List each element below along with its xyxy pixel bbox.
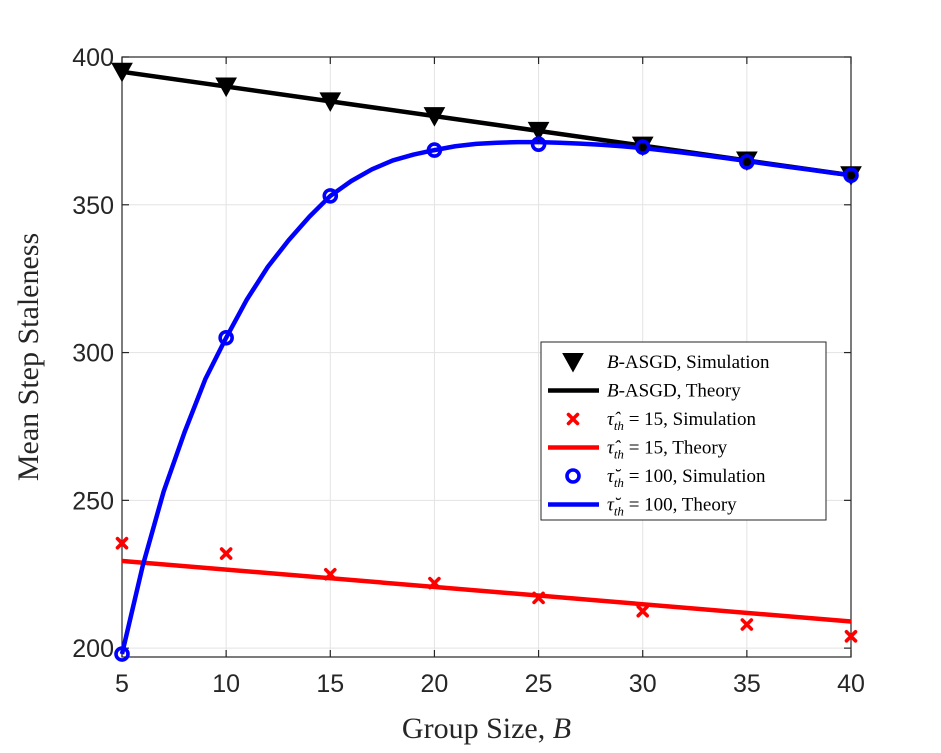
series-line xyxy=(119,139,852,655)
x-tick-label: 25 xyxy=(525,670,553,698)
legend-label: τ̆th = 100, Theory xyxy=(607,495,737,519)
x-tick-label: 35 xyxy=(733,670,761,698)
legend-entry: B-ASGD, Simulation xyxy=(562,352,770,373)
axis-ticks: 5 10 15 20 25 30 35 40 200 250 300 350 400 xyxy=(72,44,865,698)
legend-entry: τ̆th = 100, Theory xyxy=(548,495,737,519)
data-point xyxy=(215,77,237,98)
data-point xyxy=(114,646,130,662)
legend-label-subscript: th xyxy=(614,418,624,433)
series-4 xyxy=(114,136,859,662)
x-axis-label-text: Group Size, xyxy=(402,712,553,745)
y-tick-label: 400 xyxy=(72,44,114,72)
data-point xyxy=(218,329,234,346)
data-point xyxy=(532,591,545,605)
data-point xyxy=(319,92,342,112)
y-tick-label: 350 xyxy=(72,192,114,220)
legend-label-rest: -ASGD, Theory xyxy=(619,381,742,402)
legend-label-subscript: th xyxy=(614,447,624,462)
data-point xyxy=(636,604,650,618)
legend-marker-sample xyxy=(562,353,584,373)
legend-entry: τ̂th = 15, Theory xyxy=(548,438,728,462)
y-axis-label: Mean Step Staleness xyxy=(12,233,45,481)
data-point xyxy=(423,107,446,127)
x-tick-label: 15 xyxy=(316,670,344,698)
legend-label-rest: = 100, Theory xyxy=(624,495,737,516)
x-tick-label: 10 xyxy=(212,670,240,698)
legend-label-subscript: th xyxy=(614,504,624,519)
series-layer xyxy=(111,62,862,662)
data-point xyxy=(115,536,129,550)
data-point xyxy=(322,188,339,204)
series-line xyxy=(121,558,852,624)
plot-area-frame xyxy=(121,56,852,658)
legend-label: B-ASGD, Theory xyxy=(607,381,741,402)
legend-label: τ̆th = 100, Simulation xyxy=(607,466,766,490)
data-point xyxy=(739,154,755,170)
data-point xyxy=(740,618,754,631)
legend-marker-sample xyxy=(566,412,580,426)
legend-marker-sample xyxy=(565,468,581,484)
legend-label: B-ASGD, Simulation xyxy=(607,352,770,373)
legend-label-math: B xyxy=(607,381,619,402)
y-tick-label: 200 xyxy=(72,635,114,663)
legend-entry: B-ASGD, Theory xyxy=(548,381,741,402)
legend-label-math: B xyxy=(607,352,619,373)
data-point xyxy=(843,167,859,184)
legend-label-rest: = 15, Theory xyxy=(624,438,728,459)
y-tick-label: 300 xyxy=(72,340,114,368)
series-2 xyxy=(115,536,858,643)
x-axis-label: Group Size, B xyxy=(402,712,571,745)
data-point xyxy=(428,576,441,590)
legend-label: τ̂th = 15, Theory xyxy=(607,438,728,462)
x-tick-label: 40 xyxy=(837,670,865,698)
data-point xyxy=(844,630,858,643)
legend-label: τ̂th = 15, Simulation xyxy=(607,409,757,433)
data-point xyxy=(634,139,651,155)
data-point xyxy=(426,142,443,158)
x-tick-label: 30 xyxy=(629,670,657,698)
x-tick-label: 5 xyxy=(115,670,129,698)
legend-label-rest: = 100, Simulation xyxy=(624,466,766,487)
x-tick-label: 20 xyxy=(421,670,449,698)
legend-label-subscript: th xyxy=(614,475,624,490)
data-point xyxy=(530,136,547,152)
data-point xyxy=(111,62,133,83)
legend-label-rest: = 15, Simulation xyxy=(624,409,757,430)
x-axis-label-variable: B xyxy=(553,712,571,745)
series-3 xyxy=(121,558,852,624)
y-tick-label: 250 xyxy=(72,487,114,515)
data-point xyxy=(219,547,233,560)
data-point xyxy=(527,121,550,142)
series-5 xyxy=(119,139,852,655)
legend-label-rest: -ASGD, Simulation xyxy=(619,352,770,373)
legend-frame xyxy=(540,341,827,521)
data-point xyxy=(323,567,337,581)
